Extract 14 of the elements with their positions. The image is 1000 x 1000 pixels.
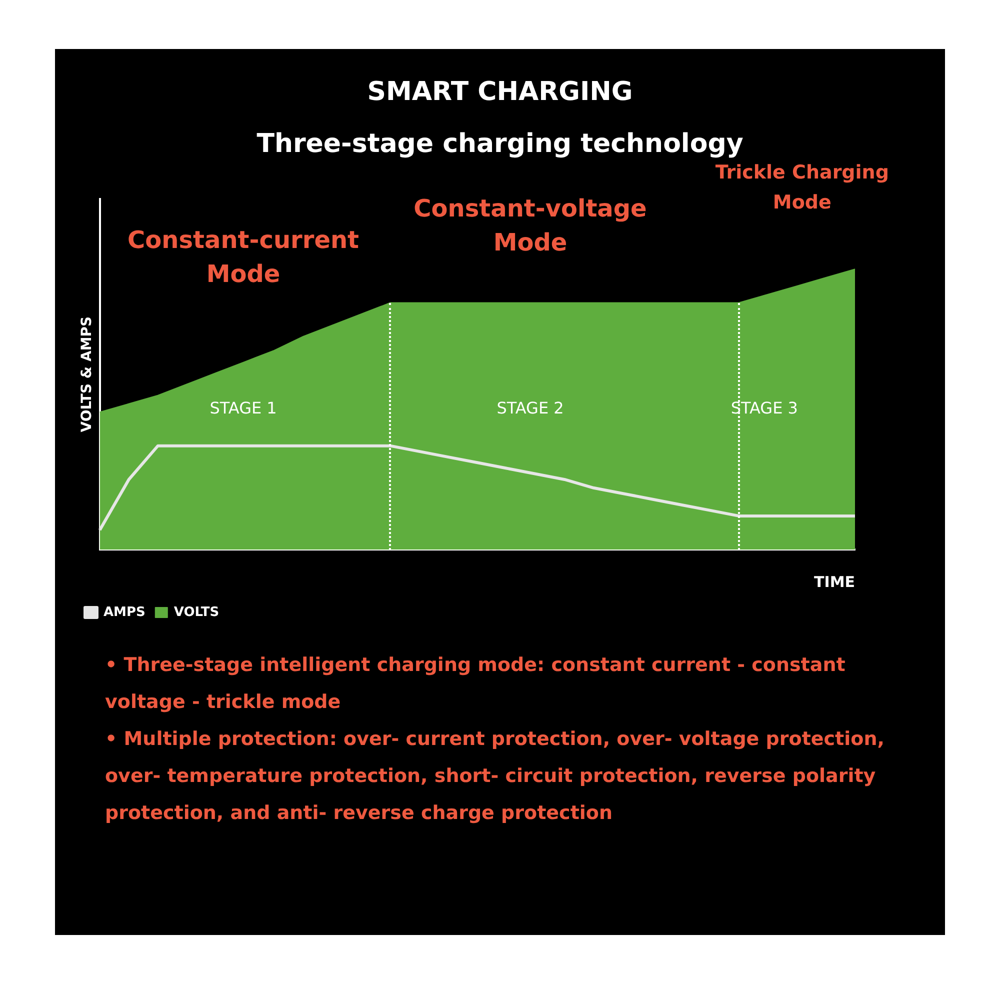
- legend-label: VOLTS: [174, 604, 220, 620]
- annotation: STAGE 3: [730, 398, 798, 418]
- text: • Multiple protection: over- current protection, over- voltage protection, over- temperature protection, short- circuit protection, reverse polarity protection, and anti- reverse charge protection: [105, 727, 886, 826]
- x-axis-title: TIME: [814, 572, 855, 591]
- chart-subtitle: Three-stage charging technology: [256, 129, 744, 159]
- annotation: STAGE 2: [496, 398, 564, 418]
- text: • Three-stage intelligent charging mode: constant current - constant voltage - trickle mode: [105, 653, 846, 715]
- legend-label: AMPS: [104, 604, 146, 620]
- annotation: STAGE 1: [210, 398, 277, 418]
- text: Constant-voltage Mode: [414, 194, 647, 256]
- y-axis-title: VOLTS & AMPS: [79, 316, 96, 432]
- chart-title: SMART CHARGING: [366, 76, 634, 107]
- annotation: Constant-current Mode: [128, 226, 360, 288]
- text: Trickle Charging Mode: [715, 161, 889, 214]
